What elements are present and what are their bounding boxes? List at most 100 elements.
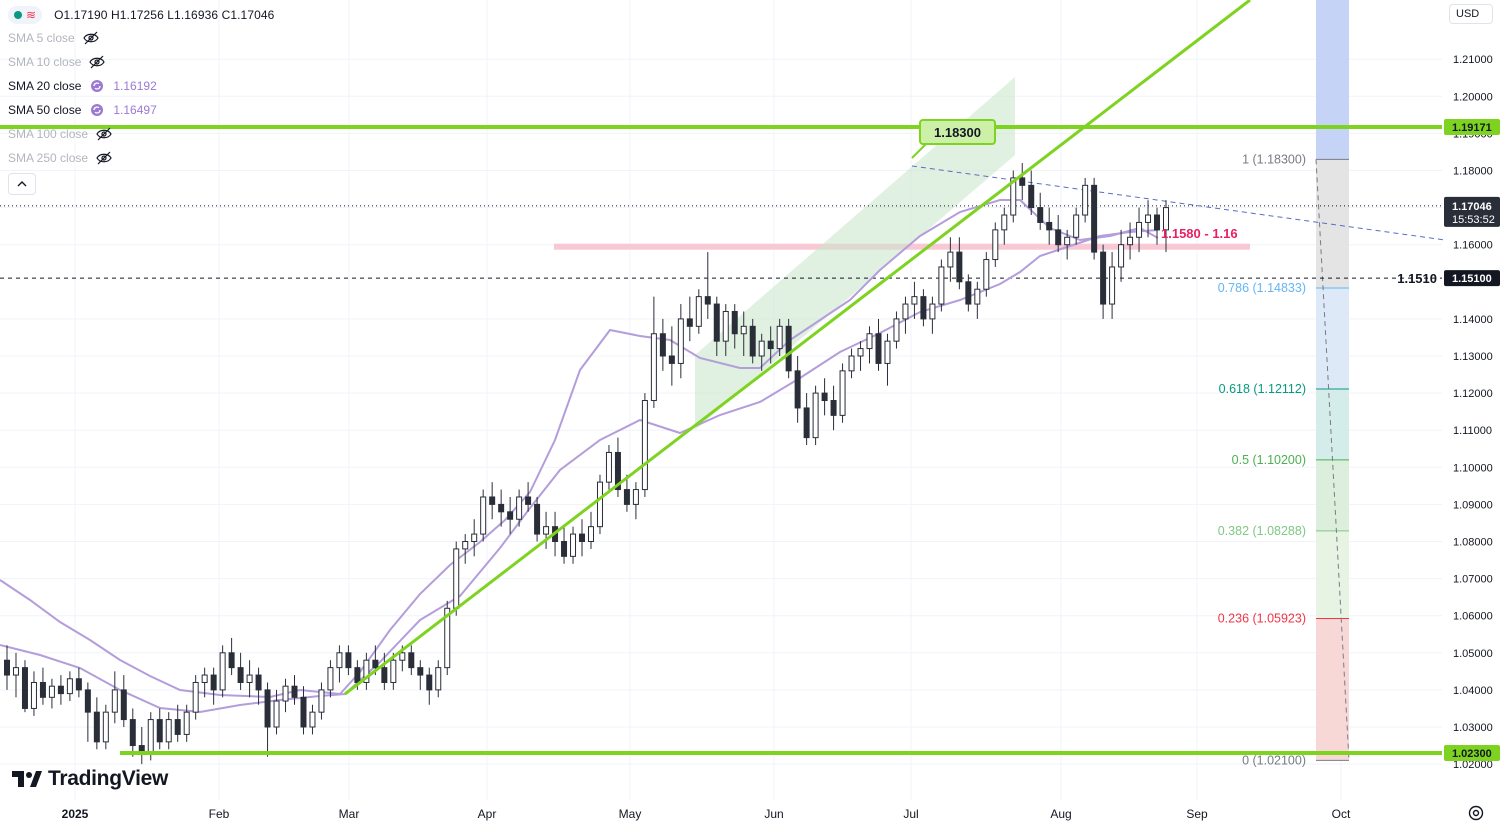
candle-body	[156, 719, 163, 743]
candle	[93, 697, 100, 750]
candle	[614, 437, 621, 497]
candle	[605, 445, 612, 490]
candle-body	[1055, 229, 1062, 246]
candle	[345, 645, 352, 676]
candle	[947, 237, 954, 282]
candle-body	[596, 481, 603, 528]
candle-body	[767, 340, 774, 350]
candle	[282, 678, 289, 713]
candle	[812, 385, 819, 446]
candle	[39, 667, 46, 705]
candle	[327, 660, 334, 698]
peak-label: 1.18300	[911, 119, 996, 159]
candle-body	[93, 711, 100, 743]
candle-body	[57, 685, 64, 695]
candle	[1091, 177, 1098, 260]
current-price-text: 1.17046	[1452, 201, 1492, 213]
rising-trendline	[344, 0, 1251, 696]
candle	[165, 712, 172, 750]
candle	[336, 645, 343, 683]
time-tick-label: Feb	[209, 807, 230, 821]
candle	[228, 637, 235, 676]
chevron-up-icon	[17, 181, 27, 187]
candle	[857, 341, 864, 371]
zone-label: 1.1580 - 1.16	[1161, 226, 1238, 241]
candle	[1073, 207, 1080, 245]
eye-hidden-icon[interactable]	[83, 31, 99, 45]
candle	[4, 645, 10, 690]
candle-body	[318, 689, 325, 713]
candle	[848, 348, 855, 379]
candle	[102, 704, 109, 750]
price-tick-label: 1.16000	[1453, 240, 1493, 252]
candle-body	[695, 296, 702, 327]
candle-body	[102, 711, 109, 743]
price-badge-resistance: 1.19171	[1444, 119, 1500, 136]
wave-icon: ≋	[26, 8, 37, 22]
candle-body	[210, 674, 217, 691]
candle	[417, 660, 424, 690]
candle	[30, 671, 37, 716]
candle	[21, 660, 28, 713]
currency-selector[interactable]: USD	[1449, 4, 1493, 24]
candle-body	[147, 719, 154, 754]
candle	[120, 675, 127, 727]
candle-body	[336, 652, 343, 669]
candle	[623, 474, 630, 512]
fib-zone	[1316, 459, 1349, 531]
fib-zone	[1316, 388, 1349, 460]
price-tick-label: 1.21000	[1453, 54, 1493, 66]
time-tick-label: Aug	[1050, 807, 1071, 821]
eye-hidden-icon[interactable]	[96, 151, 112, 165]
candle-body	[587, 526, 594, 542]
eye-hidden-icon[interactable]	[89, 55, 106, 69]
candle	[192, 675, 199, 720]
candle	[686, 296, 693, 342]
candle-body	[201, 674, 208, 683]
eye-hidden-icon[interactable]	[96, 127, 112, 141]
candle	[974, 281, 981, 319]
candle	[713, 296, 720, 356]
price-tick-label: 1.08000	[1453, 537, 1493, 549]
indicator-sma5[interactable]: SMA 5 close	[8, 31, 99, 45]
candle-body	[929, 303, 936, 320]
candle	[525, 482, 532, 512]
tradingview-logo[interactable]: TradingView	[12, 767, 168, 791]
candle	[210, 667, 217, 705]
candle-body	[965, 281, 972, 305]
indicator-sma250[interactable]: SMA 250 close	[8, 151, 112, 165]
settings-gear-icon[interactable]	[1467, 804, 1485, 822]
candle-body	[920, 296, 927, 320]
candle-body	[516, 496, 523, 520]
candle	[246, 660, 253, 698]
candle	[677, 304, 684, 379]
collapse-indicators-button[interactable]	[8, 173, 36, 195]
candle-body	[740, 325, 747, 335]
indicator-sma20[interactable]: SMA 20 close 1.16192	[8, 79, 157, 93]
candle	[650, 296, 657, 408]
candle-body	[650, 333, 657, 402]
candle	[866, 326, 873, 364]
candle	[48, 678, 55, 709]
current-price-badge-bg	[1444, 196, 1500, 227]
level-note-11510: 1.1510	[1397, 271, 1437, 286]
indicator-sma100[interactable]: SMA 100 close	[8, 127, 112, 141]
candle	[489, 482, 496, 520]
candle	[75, 667, 82, 698]
price-badge-11510-text: 1.15100	[1452, 273, 1492, 285]
candle-body	[1010, 177, 1017, 216]
candle	[767, 326, 774, 364]
candle-body	[471, 533, 478, 543]
candle-body	[632, 489, 639, 505]
candle-body	[857, 348, 864, 357]
ohlc-values: O1.17190 H1.17256 L1.16936 C1.17046	[54, 8, 275, 22]
symbol-status-pill[interactable]: ≋	[8, 6, 43, 24]
candle	[480, 489, 487, 542]
price-badge-11510: 1.15100	[1444, 270, 1500, 287]
indicator-sma50[interactable]: SMA 50 close 1.16497	[8, 103, 157, 117]
candle-body	[165, 719, 172, 743]
indicator-sma10[interactable]: SMA 10 close	[8, 55, 106, 69]
candle-body	[731, 310, 738, 335]
candle-body	[345, 652, 352, 669]
